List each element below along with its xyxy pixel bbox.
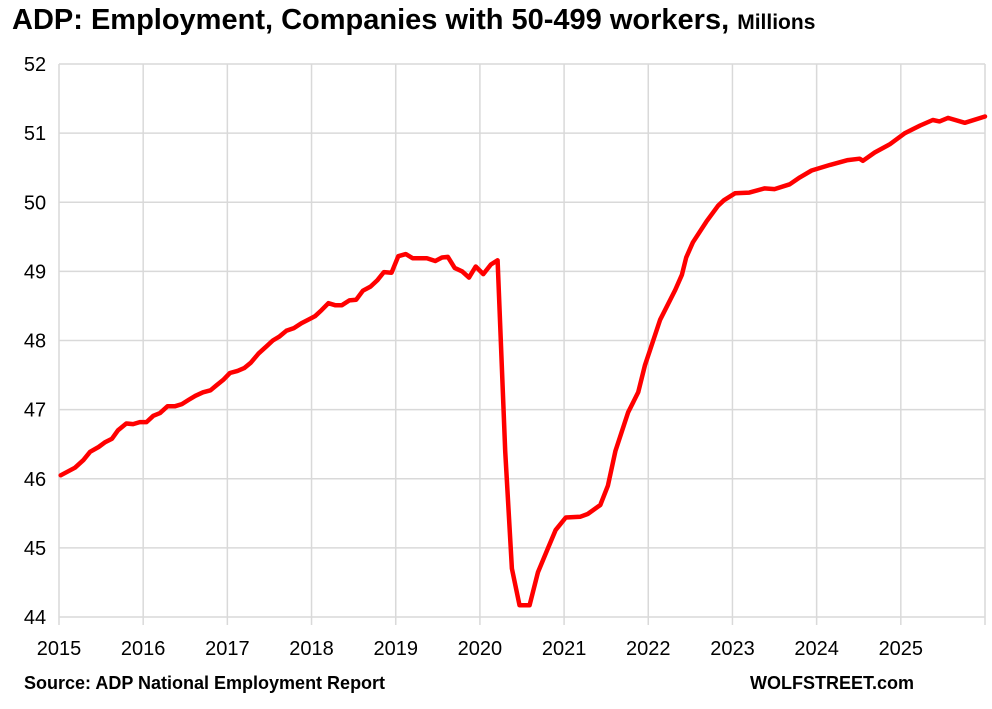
x-tick-label: 2021 xyxy=(542,638,587,660)
y-tick-label: 51 xyxy=(24,123,46,145)
y-tick-label: 48 xyxy=(24,331,46,353)
x-tick-label: 2015 xyxy=(37,638,82,660)
grid xyxy=(58,63,986,625)
y-axis-ticks: 44 45 46 47 48 49 50 51 52 xyxy=(24,54,46,629)
y-tick-label: 52 xyxy=(24,54,46,76)
brand-label: WOLFSTREET.com xyxy=(750,673,915,693)
x-tick-label: 2018 xyxy=(289,638,334,660)
chart-title: ADP: Employment, Companies with 50-499 w… xyxy=(12,4,815,37)
chart-unit: Millions xyxy=(737,11,816,34)
x-tick-label: 2020 xyxy=(458,638,503,660)
x-tick-label: 2022 xyxy=(626,638,671,660)
x-tick-label: 2023 xyxy=(710,638,755,660)
y-tick-label: 49 xyxy=(24,261,46,283)
series-line xyxy=(58,114,988,608)
y-tick-label: 47 xyxy=(24,400,46,422)
y-tick-label: 46 xyxy=(24,469,46,491)
y-tick-label: 45 xyxy=(24,538,46,560)
x-axis-ticks: 2015 2016 2017 2018 2019 2020 2021 2022 2023 2024… xyxy=(37,638,923,660)
y-tick-label: 50 xyxy=(24,192,46,214)
x-tick-label: 2016 xyxy=(121,638,166,660)
x-tick-label: 2025 xyxy=(879,638,924,660)
source-note: Source: ADP National Employment Report xyxy=(24,673,386,693)
y-tick-label: 44 xyxy=(24,607,46,629)
series xyxy=(58,114,988,608)
x-tick-label: 2019 xyxy=(373,638,418,660)
chart-title-text: ADP: Employment, Companies with 50-499 w… xyxy=(12,4,730,36)
x-tick-label: 2024 xyxy=(794,638,839,660)
x-tick-label: 2017 xyxy=(205,638,250,660)
